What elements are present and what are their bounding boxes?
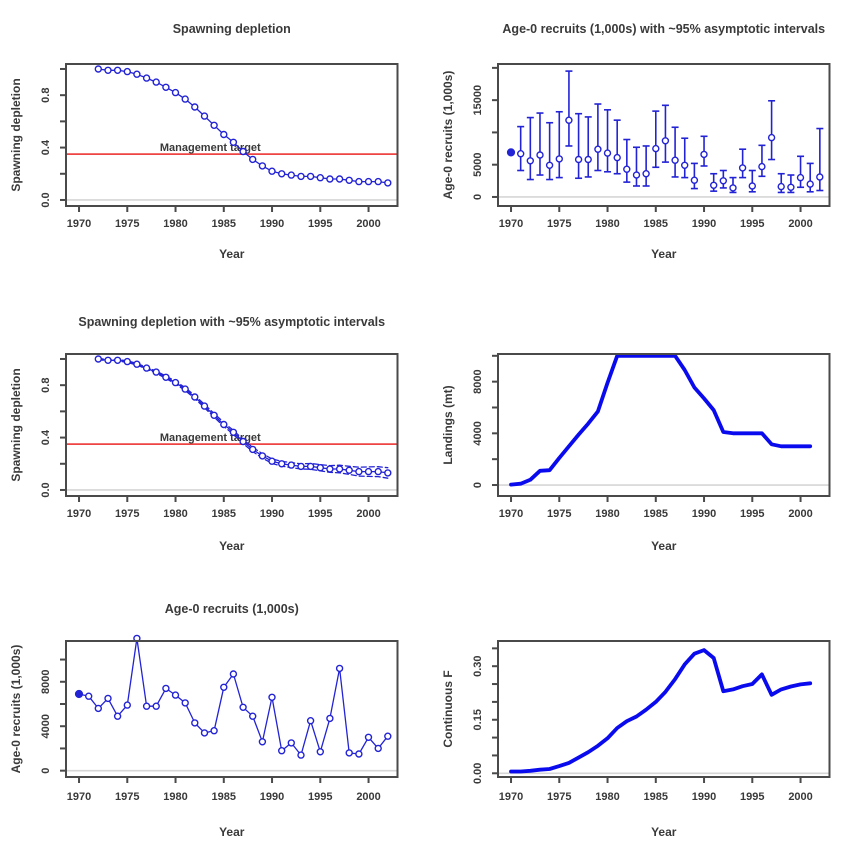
svg-text:1980: 1980: [595, 218, 619, 230]
svg-text:1985: 1985: [212, 218, 236, 230]
svg-text:1995: 1995: [308, 791, 332, 803]
svg-text:1995: 1995: [740, 508, 764, 520]
svg-text:Age-0 recruits (1,000s): Age-0 recruits (1,000s): [441, 71, 455, 200]
svg-text:Spawning depletion: Spawning depletion: [9, 368, 23, 481]
recruits-intervals-chart: 1970 1975 1980 1985 1990 1995 2000 0 5000 15000 Ag…: [441, 22, 831, 261]
svg-text:1970: 1970: [499, 218, 523, 230]
recruits-chart: 1970 1975 1980 1985 1990 1995 2000 0 4000 8000 Age…: [9, 602, 399, 839]
svg-text:0.0: 0.0: [40, 482, 52, 497]
svg-text:1995: 1995: [308, 508, 332, 520]
panel-spawning-depletion: Management target 1970 1975 1980 1985 1990 199…: [0, 0, 432, 290]
svg-text:Year: Year: [651, 825, 677, 839]
svg-text:Spawning depletion: Spawning depletion: [173, 22, 291, 36]
svg-text:0.0: 0.0: [40, 192, 52, 207]
svg-text:0.00: 0.00: [472, 763, 484, 784]
svg-text:1980: 1980: [163, 218, 187, 230]
svg-text:4000: 4000: [40, 714, 52, 738]
svg-text:1990: 1990: [692, 218, 716, 230]
svg-text:1990: 1990: [260, 508, 284, 520]
svg-text:0.4: 0.4: [40, 139, 52, 155]
svg-text:0.15: 0.15: [472, 709, 484, 730]
svg-text:1985: 1985: [644, 218, 668, 230]
svg-text:Age-0 recruits (1,000s) with ~: Age-0 recruits (1,000s) with ~95% asympt…: [502, 22, 825, 36]
svg-text:1990: 1990: [260, 218, 284, 230]
svg-text:1985: 1985: [644, 508, 668, 520]
svg-text:Spawning depletion with ~95% a: Spawning depletion with ~95% asymptotic …: [78, 315, 385, 329]
svg-text:4000: 4000: [472, 421, 484, 445]
panel-continuous-f: 1970 1975 1980 1985 1990 1995 2000 0.00 0.15 0.30…: [432, 573, 865, 863]
svg-text:Age-0 recruits (1,000s): Age-0 recruits (1,000s): [9, 645, 23, 774]
svg-text:1990: 1990: [692, 508, 716, 520]
svg-text:Landings (mt): Landings (mt): [441, 385, 455, 464]
svg-text:Year: Year: [219, 539, 245, 553]
svg-text:1970: 1970: [67, 791, 91, 803]
svg-text:1980: 1980: [595, 508, 619, 520]
svg-text:1975: 1975: [115, 218, 139, 230]
svg-text:Year: Year: [219, 825, 245, 839]
svg-text:2000: 2000: [356, 508, 380, 520]
svg-text:0.8: 0.8: [40, 378, 52, 393]
svg-text:Continuous F: Continuous F: [441, 670, 455, 747]
svg-text:2000: 2000: [356, 791, 380, 803]
svg-text:1995: 1995: [740, 791, 764, 803]
svg-text:8000: 8000: [40, 670, 52, 694]
svg-text:1970: 1970: [499, 508, 523, 520]
svg-text:2000: 2000: [788, 508, 812, 520]
svg-text:1975: 1975: [547, 791, 571, 803]
svg-text:1975: 1975: [547, 218, 571, 230]
svg-text:1980: 1980: [163, 791, 187, 803]
svg-text:0: 0: [472, 482, 484, 488]
svg-text:1980: 1980: [595, 791, 619, 803]
svg-text:1990: 1990: [692, 791, 716, 803]
panel-spawning-depletion-intervals: Management target 1970 1975 1980 1985 1990 199…: [0, 290, 432, 573]
svg-text:0.8: 0.8: [40, 88, 52, 103]
svg-text:0: 0: [40, 768, 52, 774]
panel-recruits-intervals: 1970 1975 1980 1985 1990 1995 2000 0 5000 15000 Ag…: [432, 0, 865, 290]
svg-text:2000: 2000: [788, 791, 812, 803]
panel-landings: 1970 1975 1980 1985 1990 1995 2000 0 4000 8000 Yea…: [432, 290, 865, 573]
svg-text:0: 0: [472, 194, 484, 200]
svg-text:1990: 1990: [260, 791, 284, 803]
svg-text:1985: 1985: [212, 508, 236, 520]
svg-text:15000: 15000: [472, 85, 484, 116]
svg-text:1970: 1970: [67, 218, 91, 230]
svg-text:1995: 1995: [740, 218, 764, 230]
svg-text:0.30: 0.30: [472, 655, 484, 676]
svg-text:2000: 2000: [356, 218, 380, 230]
svg-text:Year: Year: [651, 247, 677, 261]
svg-text:2000: 2000: [788, 218, 812, 230]
landings-chart: 1970 1975 1980 1985 1990 1995 2000 0 4000 8000 Yea…: [441, 353, 831, 553]
svg-text:Age-0 recruits (1,000s): Age-0 recruits (1,000s): [165, 602, 299, 616]
panel-recruits: 1970 1975 1980 1985 1990 1995 2000 0 4000 8000 Age…: [0, 573, 432, 863]
svg-text:1995: 1995: [308, 218, 332, 230]
svg-text:1985: 1985: [644, 791, 668, 803]
svg-text:1975: 1975: [115, 508, 139, 520]
svg-text:1985: 1985: [212, 791, 236, 803]
svg-text:1975: 1975: [115, 791, 139, 803]
svg-text:1970: 1970: [67, 508, 91, 520]
svg-text:1980: 1980: [163, 508, 187, 520]
svg-text:5000: 5000: [472, 152, 484, 176]
svg-text:8000: 8000: [472, 369, 484, 393]
svg-text:0.4: 0.4: [40, 429, 52, 445]
svg-text:Spawning depletion: Spawning depletion: [9, 78, 23, 191]
svg-text:1970: 1970: [499, 791, 523, 803]
svg-text:Year: Year: [219, 247, 245, 261]
continuous-f-chart: 1970 1975 1980 1985 1990 1995 2000 0.00 0.15 0.30…: [441, 640, 831, 839]
svg-text:Year: Year: [651, 539, 677, 553]
svg-text:1975: 1975: [547, 508, 571, 520]
